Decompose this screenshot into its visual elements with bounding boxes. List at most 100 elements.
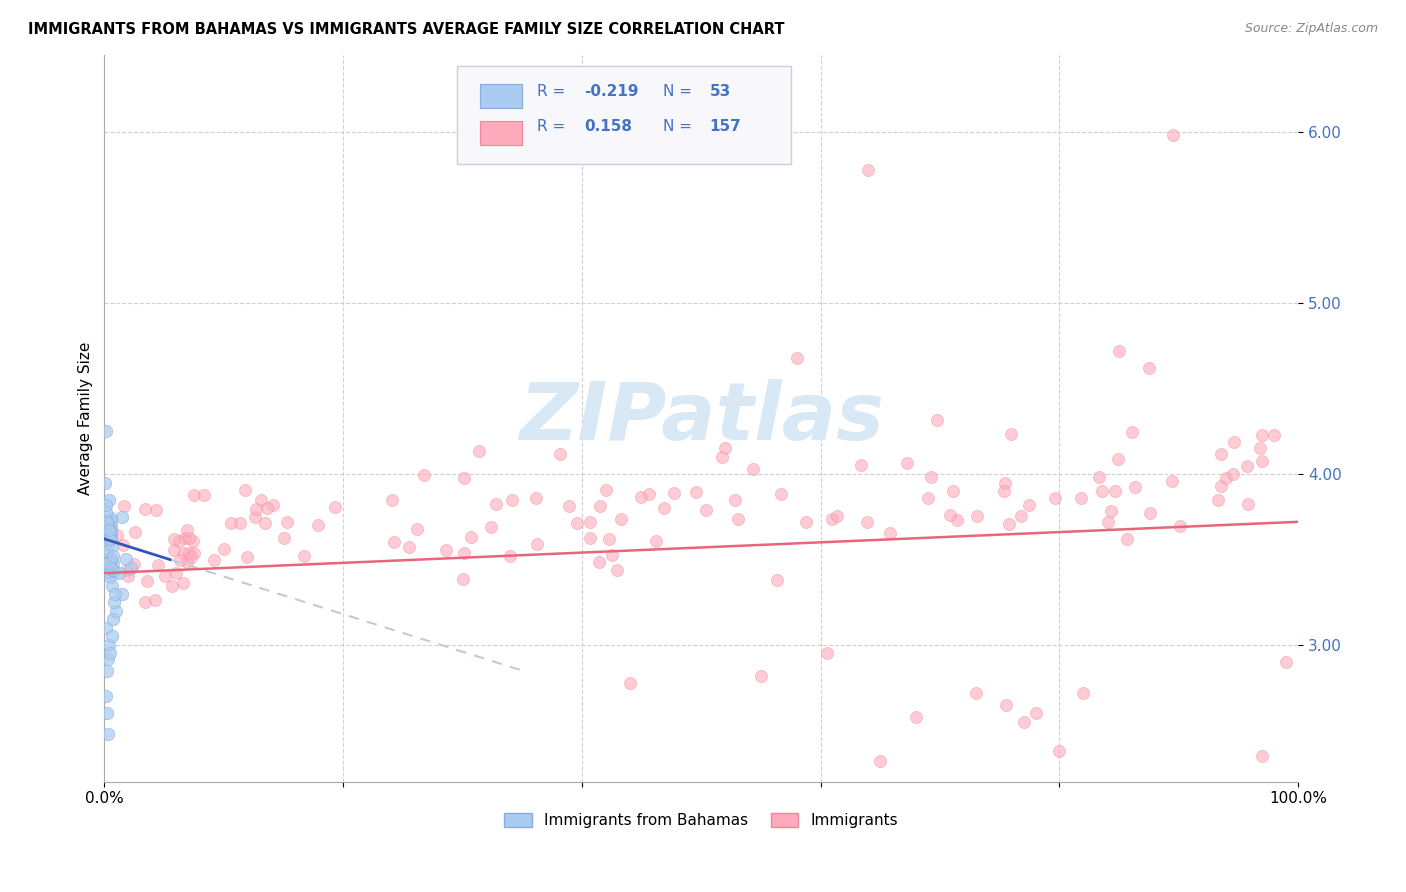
Point xyxy=(1107,451,1129,466)
Point xyxy=(917,491,939,506)
Point xyxy=(262,498,284,512)
Point xyxy=(98,647,121,661)
Point xyxy=(825,508,848,523)
Point xyxy=(1071,686,1094,700)
Text: 53: 53 xyxy=(710,84,731,99)
Point xyxy=(96,515,118,529)
Point xyxy=(98,529,121,543)
Text: ZIPatlas: ZIPatlas xyxy=(519,379,884,458)
Point xyxy=(453,471,475,485)
Text: -0.219: -0.219 xyxy=(585,84,638,99)
Text: 0.158: 0.158 xyxy=(585,119,633,134)
FancyBboxPatch shape xyxy=(457,66,790,164)
Point xyxy=(382,535,405,549)
Point xyxy=(856,515,879,529)
Point xyxy=(662,485,685,500)
Point xyxy=(468,443,491,458)
Point xyxy=(97,526,120,541)
Point xyxy=(180,549,202,564)
Point xyxy=(905,709,928,723)
Point xyxy=(111,586,134,600)
Point xyxy=(104,586,127,600)
Point xyxy=(98,529,121,543)
Point xyxy=(163,542,186,557)
Point xyxy=(115,563,138,577)
Point xyxy=(96,544,118,558)
Point xyxy=(1099,504,1122,518)
Point xyxy=(96,664,118,678)
Point xyxy=(1209,479,1232,493)
Y-axis label: Average Family Size: Average Family Size xyxy=(79,342,93,495)
Point xyxy=(97,651,120,665)
Point xyxy=(711,450,734,464)
Point xyxy=(685,485,707,500)
Point xyxy=(94,505,117,519)
Point xyxy=(451,572,474,586)
Point xyxy=(135,574,157,589)
Point xyxy=(1251,428,1274,442)
Point xyxy=(179,531,201,545)
Point xyxy=(96,515,118,529)
Point xyxy=(97,524,120,538)
Point xyxy=(1275,655,1298,669)
Point xyxy=(100,520,122,534)
Point xyxy=(117,569,139,583)
Point xyxy=(1139,506,1161,520)
Point xyxy=(606,563,628,577)
Point xyxy=(276,515,298,529)
Point xyxy=(243,510,266,524)
Point xyxy=(1108,343,1130,358)
Point xyxy=(97,550,120,565)
Text: R =: R = xyxy=(537,119,569,134)
Text: Source: ZipAtlas.com: Source: ZipAtlas.com xyxy=(1244,22,1378,36)
Point xyxy=(100,553,122,567)
Point xyxy=(228,516,250,531)
Point xyxy=(100,551,122,566)
Point xyxy=(1251,454,1274,468)
Point xyxy=(481,520,503,534)
Point xyxy=(115,552,138,566)
Point xyxy=(869,754,891,768)
Point xyxy=(98,532,121,546)
Point xyxy=(1087,470,1109,484)
Point xyxy=(1121,425,1143,439)
Point xyxy=(460,530,482,544)
Point xyxy=(307,518,329,533)
Point xyxy=(1215,471,1237,485)
Point xyxy=(896,456,918,470)
Text: N =: N = xyxy=(664,119,697,134)
Point xyxy=(526,537,548,551)
Point xyxy=(254,516,277,530)
Point xyxy=(173,545,195,559)
Point xyxy=(112,538,135,552)
Text: N =: N = xyxy=(664,84,697,99)
Point xyxy=(994,475,1017,490)
Point xyxy=(1263,427,1285,442)
Point xyxy=(499,549,522,563)
Point xyxy=(966,509,988,524)
Point xyxy=(695,502,717,516)
Point xyxy=(172,576,194,591)
Point xyxy=(165,566,187,581)
Point xyxy=(598,532,620,546)
Point xyxy=(602,548,624,562)
Point xyxy=(101,579,124,593)
Point xyxy=(94,475,117,490)
Point xyxy=(292,549,315,563)
Point xyxy=(143,592,166,607)
Point xyxy=(112,499,135,513)
Point xyxy=(1123,481,1146,495)
Point xyxy=(938,508,960,523)
Point xyxy=(1206,492,1229,507)
Text: 157: 157 xyxy=(710,119,741,134)
Point xyxy=(101,612,124,626)
Point xyxy=(169,552,191,566)
Point xyxy=(100,560,122,574)
Point xyxy=(134,595,156,609)
Point xyxy=(134,501,156,516)
Point xyxy=(565,516,588,530)
Point xyxy=(96,498,118,512)
Point xyxy=(101,556,124,570)
Point xyxy=(105,527,128,541)
Point xyxy=(851,458,873,473)
